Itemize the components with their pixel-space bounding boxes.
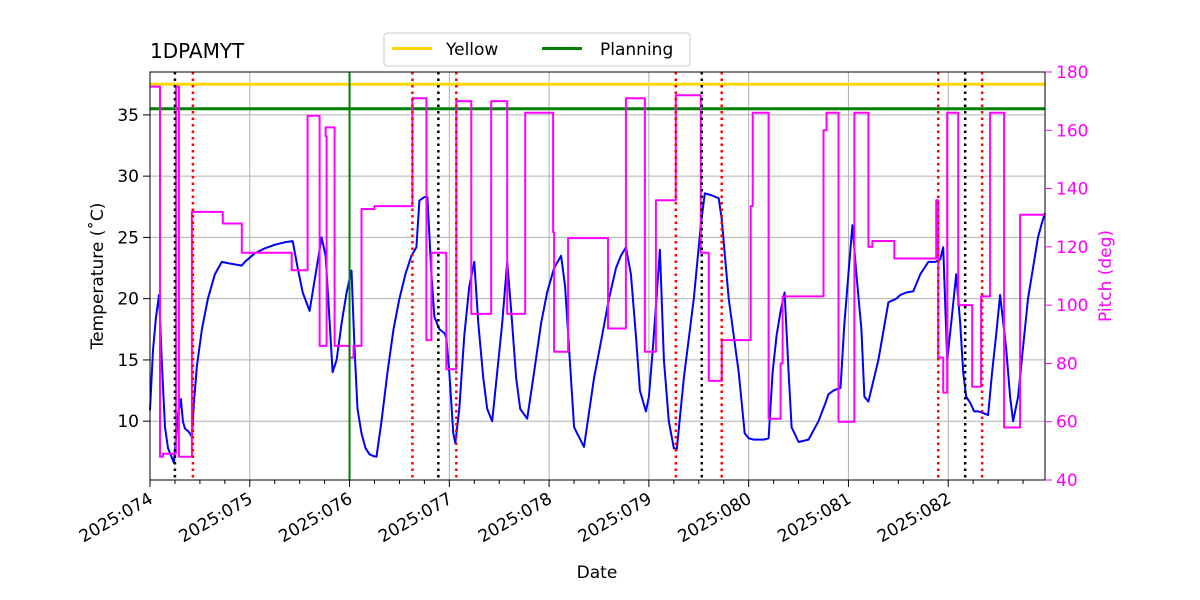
y-left-tick-label: 25	[117, 228, 139, 248]
y-axis-right-label: Pitch (deg)	[1096, 230, 1116, 322]
legend-label-yellow: Yellow	[445, 40, 498, 60]
y-left-tick-label: 20	[117, 290, 139, 310]
legend-label-planning: Planning	[600, 40, 673, 60]
y-right-tick-label: 160	[1056, 121, 1088, 141]
y-left-tick-label: 30	[117, 167, 139, 187]
temperature-line	[149, 192, 1046, 464]
y-left-tick-label: 10	[117, 412, 139, 432]
y-right-tick-label: 140	[1056, 180, 1088, 200]
y-right-tick-label: 60	[1056, 413, 1078, 433]
y-left-tick-label: 35	[117, 106, 139, 126]
pitch-line	[150, 85, 1045, 458]
chart-title: 1DPAMYT	[150, 39, 245, 63]
y-left-tick-label: 15	[117, 351, 139, 371]
x-axis-label: Date	[577, 563, 618, 583]
threshold-lines	[150, 82, 1045, 111]
plot-frame	[149, 71, 1046, 481]
y-axis-left-label: Temperature (˚C)	[87, 203, 108, 351]
y-right-tick-label: 180	[1056, 63, 1088, 83]
legend: Yellow Planning	[383, 32, 691, 67]
y-right-tick-label: 120	[1056, 238, 1088, 258]
y-right-tick-label: 80	[1056, 354, 1078, 374]
y-right-tick-label: 40	[1056, 471, 1078, 491]
series	[149, 85, 1046, 464]
y-right-tick-label: 100	[1056, 296, 1088, 316]
event-lines	[173, 72, 984, 480]
legend-box	[383, 32, 691, 67]
